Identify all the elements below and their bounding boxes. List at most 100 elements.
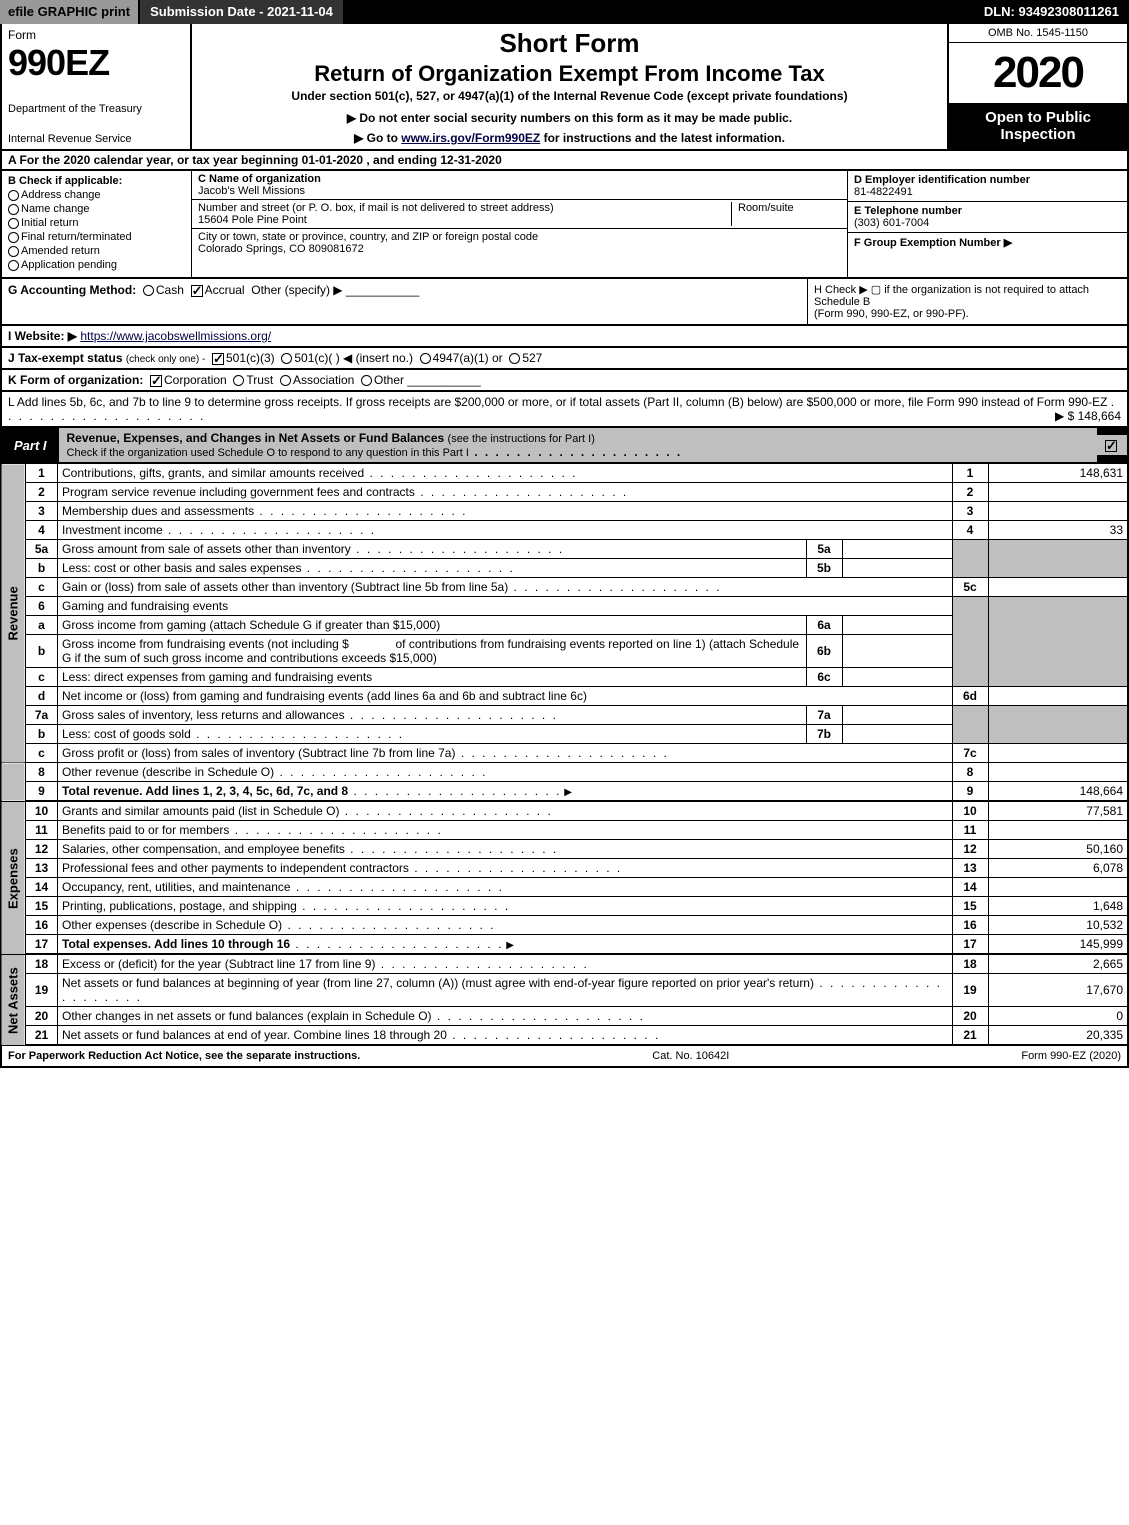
l19-amt: 17,670	[988, 974, 1128, 1007]
row-a-tax-year: A For the 2020 calendar year, or tax yea…	[0, 151, 1129, 171]
l7b-subamt	[842, 725, 952, 744]
l9-desc: Total revenue. Add lines 1, 2, 3, 4, 5c,…	[62, 784, 348, 798]
goto-pre: ▶ Go to	[354, 131, 401, 145]
l19-ref: 19	[952, 974, 988, 1007]
line-6: 6 Gaming and fundraising events	[1, 597, 1128, 616]
l12-ref: 12	[952, 840, 988, 859]
j-501c3-check[interactable]	[212, 353, 224, 365]
line-2: 2 Program service revenue including gove…	[1, 483, 1128, 502]
j-o3: 4947(a)(1) or	[433, 351, 503, 365]
l18-ref: 18	[952, 955, 988, 974]
col-b: B Check if applicable: Address change Na…	[2, 171, 192, 277]
k-assoc-radio[interactable]	[280, 375, 291, 386]
l3-ref: 3	[952, 502, 988, 521]
l21-no: 21	[26, 1026, 58, 1046]
col-def: D Employer identification number 81-4822…	[847, 171, 1127, 277]
netassets-sidelabel: Net Assets	[1, 955, 26, 1045]
j-501c-radio[interactable]	[281, 353, 292, 364]
k-o4: Other	[374, 373, 404, 387]
efile-print-button[interactable]: efile GRAPHIC print	[0, 0, 140, 24]
b-amended-return[interactable]: Amended return	[8, 245, 185, 257]
line-19: 19 Net assets or fund balances at beginn…	[1, 974, 1128, 1007]
l18-no: 18	[26, 955, 58, 974]
j-o1: 501(c)(3)	[226, 351, 275, 365]
j-527-radio[interactable]	[509, 353, 520, 364]
l7a-desc: Gross sales of inventory, less returns a…	[62, 708, 345, 722]
h-text2: (Form 990, 990-EZ, or 990-PF).	[814, 308, 1121, 320]
l-text: L Add lines 5b, 6c, and 7b to line 9 to …	[8, 395, 1107, 409]
footer-left: For Paperwork Reduction Act Notice, see …	[8, 1050, 360, 1062]
k-corp-check[interactable]	[150, 375, 162, 387]
f-group-exemption: F Group Exemption Number ▶	[848, 233, 1127, 277]
c-addr-label: Number and street (or P. O. box, if mail…	[198, 202, 554, 214]
c-address-row: Number and street (or P. O. box, if mail…	[192, 200, 847, 229]
e-label: E Telephone number	[854, 205, 962, 217]
submission-date: Submission Date - 2021-11-04	[140, 0, 343, 24]
l5a-subamt	[842, 540, 952, 559]
l15-no: 15	[26, 897, 58, 916]
g-cash-radio[interactable]	[143, 285, 154, 296]
line-10: Expenses 10 Grants and similar amounts p…	[1, 802, 1128, 821]
g-accrual-check[interactable]	[191, 285, 203, 297]
l16-ref: 16	[952, 916, 988, 935]
l17-desc: Total expenses. Add lines 10 through 16	[62, 937, 290, 951]
l5c-no: c	[26, 578, 58, 597]
row-l-gross-receipts: L Add lines 5b, 6c, and 7b to line 9 to …	[0, 392, 1129, 428]
l6a-subamt	[842, 616, 952, 635]
col-c: C Name of organization Jacob's Well Miss…	[192, 171, 847, 277]
b-header: B Check if applicable:	[8, 175, 185, 187]
c-city-label: City or town, state or province, country…	[198, 231, 538, 243]
line-7c: c Gross profit or (loss) from sales of i…	[1, 744, 1128, 763]
l5a-no: 5a	[26, 540, 58, 559]
l7ab-shade-amt	[988, 706, 1128, 744]
l6c-subamt	[842, 668, 952, 687]
l21-desc: Net assets or fund balances at end of ye…	[62, 1028, 447, 1042]
l5c-desc: Gain or (loss) from sale of assets other…	[62, 580, 508, 594]
l11-no: 11	[26, 821, 58, 840]
b-address-change[interactable]: Address change	[8, 189, 185, 201]
l6a-desc: Gross income from gaming (attach Schedul…	[62, 618, 440, 632]
revenue-table: Revenue 1 Contributions, gifts, grants, …	[0, 464, 1129, 802]
g-label: G Accounting Method:	[8, 283, 136, 297]
l6c-no: c	[26, 668, 58, 687]
irs-link[interactable]: www.irs.gov/Form990EZ	[401, 131, 540, 145]
l6d-desc: Net income or (loss) from gaming and fun…	[62, 689, 587, 703]
line-7a: 7a Gross sales of inventory, less return…	[1, 706, 1128, 725]
g-other: Other (specify) ▶	[251, 283, 342, 297]
l5c-amt	[988, 578, 1128, 597]
b-application-pending[interactable]: Application pending	[8, 259, 185, 271]
line-8: 8 Other revenue (describe in Schedule O)…	[1, 763, 1128, 782]
l6b-desc1: Gross income from fundraising events (no…	[62, 637, 349, 651]
l10-no: 10	[26, 802, 58, 821]
b-initial-return[interactable]: Initial return	[8, 217, 185, 229]
schedule-o-check[interactable]	[1105, 440, 1117, 452]
i-website-link[interactable]: https://www.jacobswellmissions.org/	[80, 329, 271, 343]
c-name-label: C Name of organization	[198, 173, 321, 185]
j-o4: 527	[522, 351, 542, 365]
k-trust-radio[interactable]	[233, 375, 244, 386]
b-final-return[interactable]: Final return/terminated	[8, 231, 185, 243]
expenses-sidelabel: Expenses	[1, 802, 26, 954]
part-i-tab: Part I	[2, 435, 59, 456]
k-other-radio[interactable]	[361, 375, 372, 386]
l5b-subamt	[842, 559, 952, 578]
l2-no: 2	[26, 483, 58, 502]
l17-no: 17	[26, 935, 58, 955]
j-note: (check only one) -	[126, 354, 205, 365]
j-4947-radio[interactable]	[420, 353, 431, 364]
l1-amt: 148,631	[988, 464, 1128, 483]
form-center: Short Form Return of Organization Exempt…	[192, 24, 947, 149]
l7b-sub: 7b	[806, 725, 842, 744]
b-name-change[interactable]: Name change	[8, 203, 185, 215]
l6d-no: d	[26, 687, 58, 706]
d-label: D Employer identification number	[854, 174, 1030, 186]
e-value: (303) 601-7004	[854, 217, 929, 229]
goto-post: for instructions and the latest informat…	[540, 131, 785, 145]
l1-no: 1	[26, 464, 58, 483]
l8-no: 8	[26, 763, 58, 782]
g-cash: Cash	[156, 283, 184, 297]
l6a-sub: 6a	[806, 616, 842, 635]
l20-amt: 0	[988, 1007, 1128, 1026]
line-6d: d Net income or (loss) from gaming and f…	[1, 687, 1128, 706]
c-addr-value: 15604 Pole Pine Point	[198, 214, 307, 226]
